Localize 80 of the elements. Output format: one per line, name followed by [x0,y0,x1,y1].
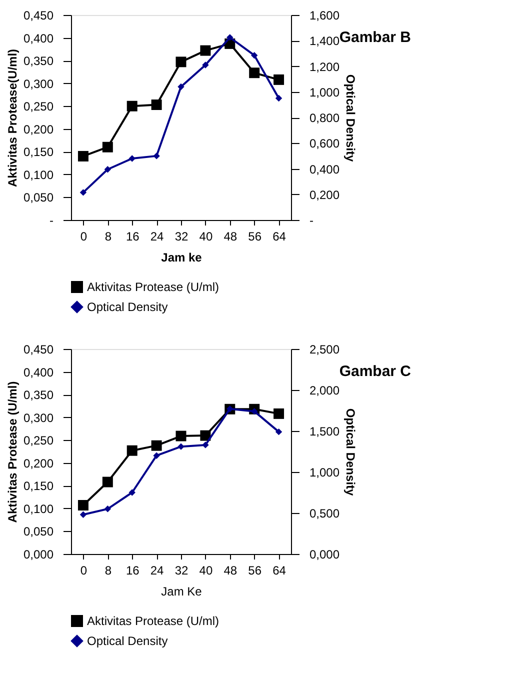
y-tick-label: 0,450 [23,342,54,356]
y-tick-label: 0,450 [23,8,54,22]
x-axis-title: Jam Ke [161,584,202,598]
y2-tick-label: 1,000 [310,466,340,480]
y-tick-label: 0,050 [23,190,54,205]
x-tick-label: 8 [104,564,112,578]
legend-label: Optical Density [87,300,168,314]
point [126,445,138,456]
y-tick-label: 0,000 [23,548,54,562]
y-tick-label: 0,200 [23,456,54,470]
y2-tick-label: 1,500 [310,424,340,438]
y2-tick-label: 1,400 [310,34,340,48]
x-tick-label: 56 [248,564,262,578]
x-tick-label: 0 [80,230,88,244]
y-tick-label: 0,250 [23,100,54,114]
y2-tick-label: 1,200 [310,60,340,74]
point [151,100,162,110]
y2-tick-label: 0,200 [310,188,340,202]
y2-tick-label: 0,000 [310,548,340,562]
x-tick-label: 16 [126,230,140,244]
y-tick-label: 0,300 [23,76,54,91]
y-tick-label: - [50,214,54,228]
y-tick-label: 0,300 [23,410,54,425]
y2-tick-label: 0,500 [310,506,340,520]
x-tick-label: 64 [272,230,286,244]
legend-label: Aktivitas Protease (U/ml) [87,614,220,628]
y-tick-label: 0,100 [23,502,54,516]
x-tick-label: 48 [224,230,238,244]
point [78,150,88,162]
y-axis-title: Aktivitas Protease (U/ml) [5,381,20,523]
point [151,440,162,451]
legend-label: Aktivitas Protease (U/ml) [87,280,220,294]
x-tick-label: 24 [150,230,164,244]
point [200,45,211,56]
point [274,74,284,85]
y2-tick-label: 0,600 [310,136,340,151]
y-axis-title: Aktivitas Protease(U/ml) [5,48,20,188]
text: Gambar B [339,29,412,46]
point [78,500,88,510]
y2-tick-label: 2,000 [310,384,340,398]
point [102,142,113,152]
y-tick-label: 0,200 [23,122,54,136]
y2-axis-title: Optical Density [344,74,358,162]
y2-tick-label: 0,400 [310,162,340,176]
point [200,430,211,441]
y-tick-label: 0,150 [23,145,54,160]
point [249,68,260,78]
text: Gambar C [339,363,412,380]
y-tick-label: 0,100 [23,168,54,182]
y-tick-label: 0,350 [23,388,54,402]
x-tick-label: 48 [224,564,238,578]
y2-tick-label: - [310,214,314,228]
x-tick-label: 16 [126,564,140,578]
y-tick-label: 0,400 [23,31,54,46]
x-tick-label: 24 [150,564,164,578]
y2-tick-label: 1,600 [310,8,340,22]
y-tick-label: 0,400 [23,365,54,380]
point [102,476,113,488]
point [176,56,186,68]
legend-label: Optical Density [87,634,168,648]
point [176,430,186,442]
x-tick-label: 8 [104,230,112,244]
y-tick-label: 0,150 [23,479,54,494]
point [126,100,138,112]
y-tick-label: 0,350 [23,54,54,68]
x-tick-label: 64 [272,564,286,578]
y-tick-label: 0,050 [23,524,54,539]
x-tick-label: 32 [174,564,188,578]
y2-tick-label: 1,000 [310,85,340,100]
point [274,408,284,419]
y-tick-label: 0,250 [23,434,54,448]
x-axis-title: Jam ke [161,250,202,264]
y2-axis-title: Optical Density [344,408,358,496]
y2-tick-label: 0,800 [310,111,340,125]
x-tick-label: 0 [80,564,88,578]
y2-tick-label: 2,500 [310,342,340,356]
x-tick-label: 56 [248,230,262,244]
x-tick-label: 40 [199,230,213,244]
x-tick-label: 32 [174,230,188,244]
x-tick-label: 40 [199,564,213,578]
